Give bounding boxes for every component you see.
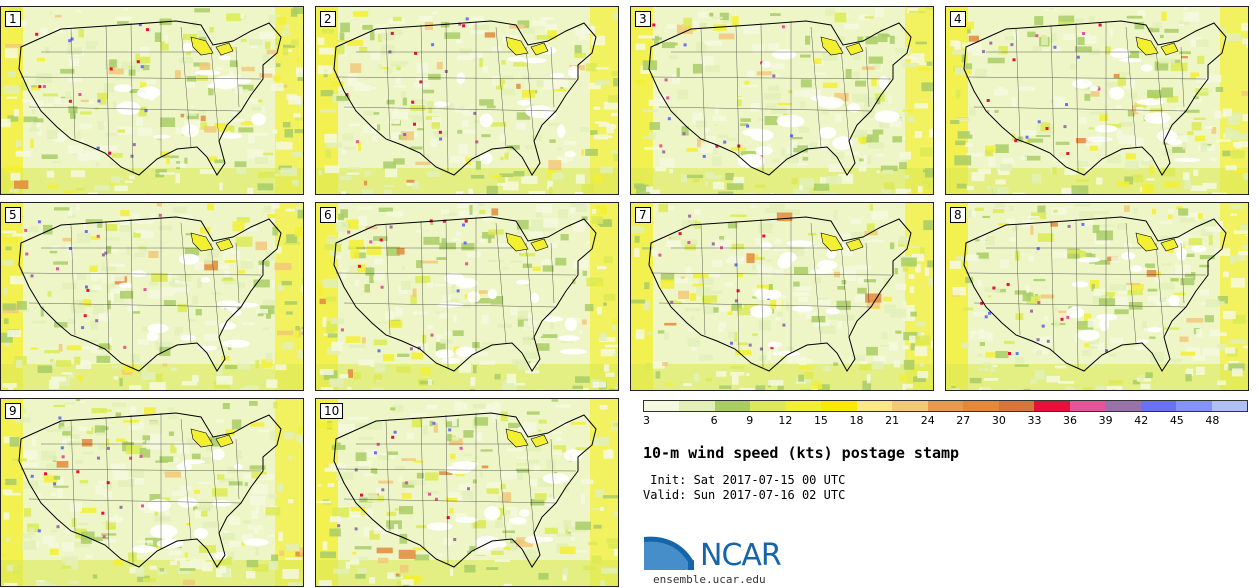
stamp-number: 4 xyxy=(950,11,966,27)
wind-map-svg xyxy=(1,7,303,194)
colorbar-bin-16 xyxy=(1211,401,1247,411)
colorbar-bin-6 xyxy=(856,401,893,411)
map-title: 10-m wind speed (kts) postage stamp xyxy=(643,444,960,462)
stamp-number: 8 xyxy=(950,207,966,223)
colorbar-labels: 3 6 9 12 15 18 21 24 27 30 33 36 39 42 45 48 xyxy=(643,414,1248,428)
logo-text: NCAR xyxy=(700,538,782,573)
init-time: Init: Sat 2017-07-15 00 UTC xyxy=(643,473,846,487)
colorbar-tick-label: 9 xyxy=(746,414,754,427)
colorbar-bin-1 xyxy=(679,401,715,411)
stamp-panel-10: 10 xyxy=(315,398,619,587)
stamp-panel-7: 7 xyxy=(630,202,934,391)
stamp-number: 3 xyxy=(635,11,651,27)
stamp-panel-5: 5 xyxy=(0,202,304,391)
colorbar-bin-14 xyxy=(1140,401,1177,411)
colorbar-tick-label: 45 xyxy=(1169,414,1184,427)
colorbar-bin-7 xyxy=(892,401,928,411)
colorbar-bin-15 xyxy=(1176,401,1212,411)
stamp-panel-8: 8 xyxy=(945,202,1249,391)
wind-map-svg xyxy=(316,7,618,194)
ncar-logo-icon xyxy=(643,534,695,570)
colorbar-tick-label: 3 xyxy=(643,414,650,427)
colorbar-bin-9 xyxy=(963,401,999,411)
colorbar-tick-label: 39 xyxy=(1098,414,1113,427)
wind-map-svg xyxy=(316,203,618,390)
colorbar-tick-label: 42 xyxy=(1134,414,1149,427)
colorbar-bin-3 xyxy=(750,401,786,411)
colorbar-bin-0 xyxy=(644,401,680,411)
wind-map-svg xyxy=(946,203,1248,390)
colorbar-bin-13 xyxy=(1105,401,1141,411)
wind-map-svg xyxy=(1,203,303,390)
stamp-number: 1 xyxy=(5,11,21,27)
stamp-panel-2: 2 xyxy=(315,6,619,195)
wind-map-svg xyxy=(946,7,1248,194)
colorbar-bin-5 xyxy=(821,401,857,411)
colorbar-bin-8 xyxy=(927,401,964,411)
wind-map-svg xyxy=(631,7,933,194)
valid-time: Valid: Sun 2017-07-16 02 UTC xyxy=(643,488,846,502)
stamp-panel-6: 6 xyxy=(315,202,619,391)
colorbar-tick-label: 6 xyxy=(710,414,718,427)
colorbar-bin-10 xyxy=(998,401,1035,411)
wind-map-svg xyxy=(316,399,618,586)
stamp-panel-9: 9 xyxy=(0,398,304,587)
stamp-number: 9 xyxy=(5,403,21,419)
colorbar-tick-label: 21 xyxy=(885,414,900,427)
colorbar-bin-2 xyxy=(714,401,751,411)
colorbar-tick-label: 27 xyxy=(956,414,971,427)
colorbar-bin-11 xyxy=(1034,401,1070,411)
stamp-number: 7 xyxy=(635,207,651,223)
stamp-panel-3: 3 xyxy=(630,6,934,195)
wind-map-svg xyxy=(631,203,933,390)
stamp-panel-1: 1 xyxy=(0,6,304,195)
colorbar-tick-label: 24 xyxy=(920,414,935,427)
stamp-number: 2 xyxy=(320,11,336,27)
stamp-number: 10 xyxy=(320,403,344,419)
colorbar-tick-label: 12 xyxy=(778,414,793,427)
colorbar-tick-label: 18 xyxy=(849,414,864,427)
stamp-number: 6 xyxy=(320,207,336,223)
colorbar-tick-label: 33 xyxy=(1027,414,1042,427)
colorbar xyxy=(643,400,1248,412)
stamp-number: 5 xyxy=(5,207,21,223)
colorbar-tick-label: 36 xyxy=(1063,414,1078,427)
colorbar-bin-12 xyxy=(1069,401,1106,411)
colorbar-tick-label: 15 xyxy=(813,414,828,427)
colorbar-tick-label: 30 xyxy=(991,414,1006,427)
colorbar-tick-label: 48 xyxy=(1205,414,1220,427)
wind-map-svg xyxy=(1,399,303,586)
colorbar-bin-4 xyxy=(785,401,822,411)
logo-url: ensemble.ucar.edu xyxy=(653,573,766,586)
stamp-panel-4: 4 xyxy=(945,6,1249,195)
